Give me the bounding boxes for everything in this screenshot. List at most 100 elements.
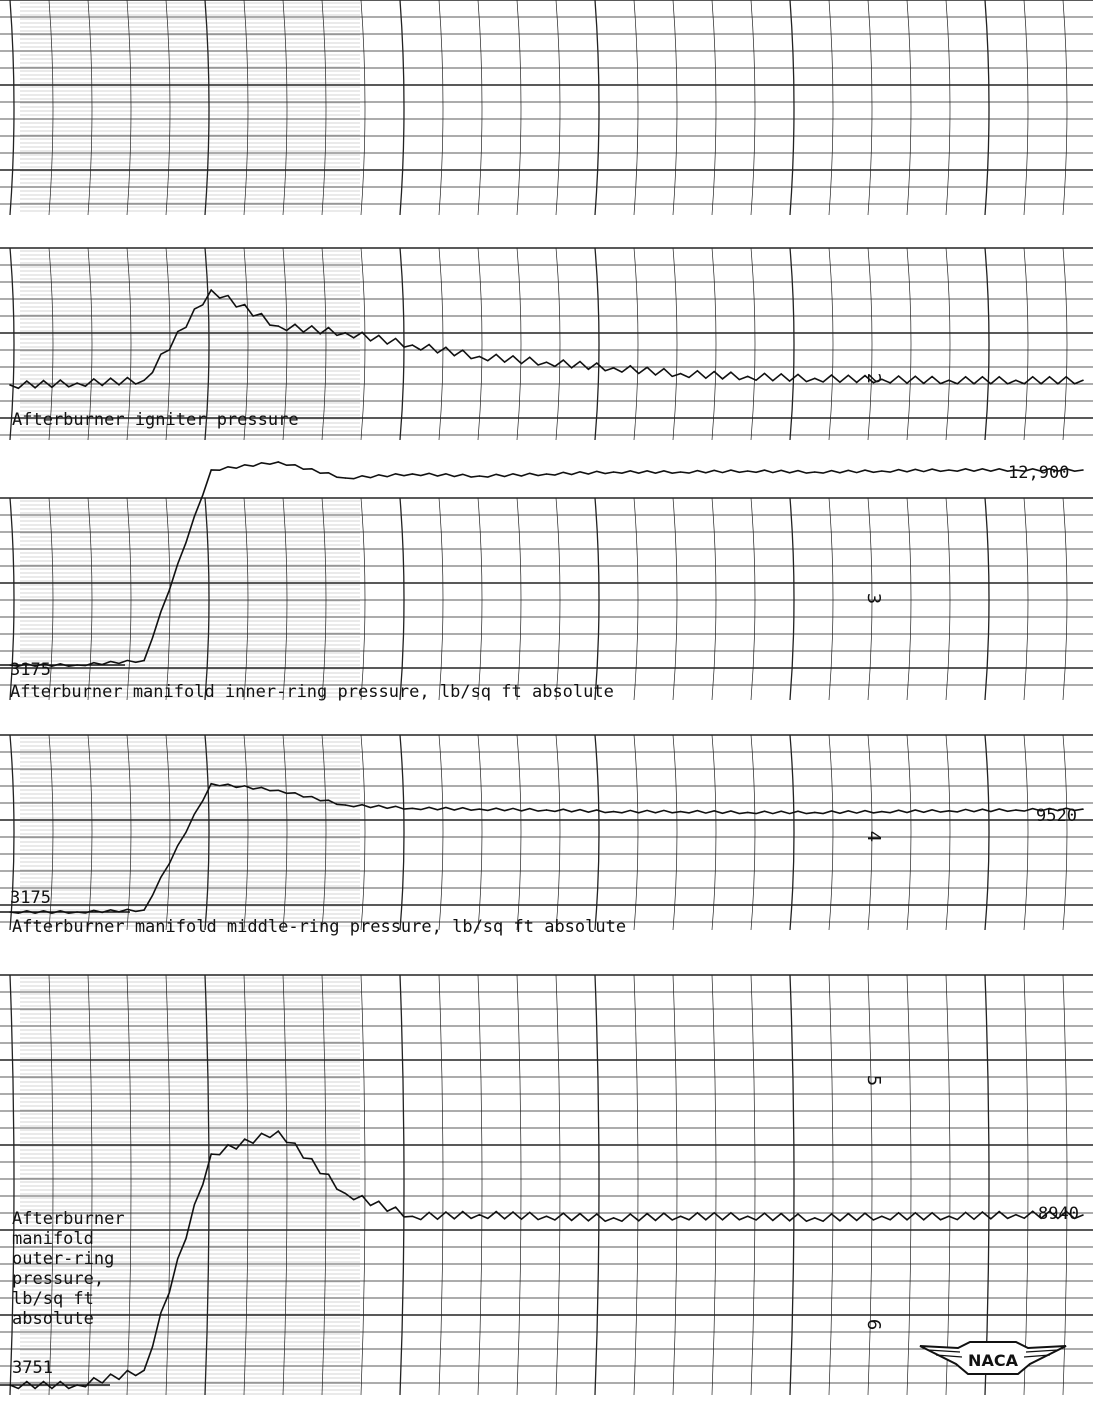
grid-line-time	[945, 0, 951, 216]
outer-ring-label-line-2: manifold	[12, 1229, 94, 1249]
channel-number-6: 6	[863, 1318, 885, 1331]
grid-line-time	[87, 734, 93, 931]
grid-line-time	[633, 497, 639, 701]
grid-line-time	[1023, 734, 1029, 931]
grid-line-time	[789, 497, 795, 701]
grid-line-time	[477, 0, 483, 216]
grid-line-time	[828, 497, 834, 701]
grid-line-time	[1062, 247, 1068, 441]
grid-line-time	[87, 497, 93, 701]
grid-line-time	[360, 247, 366, 441]
grid-line-time	[828, 247, 834, 441]
grid-line-time	[477, 247, 483, 441]
grid-line-time	[516, 734, 522, 931]
grid-line-time	[555, 247, 561, 441]
grid-line-time	[984, 497, 990, 701]
grid-line-time	[711, 974, 717, 1396]
grid-line-time	[516, 497, 522, 701]
grid-line-time	[750, 734, 756, 931]
grid-line-time	[1023, 497, 1029, 701]
grid-line-time	[672, 247, 678, 441]
grid-line-time	[750, 497, 756, 701]
grid-line-time	[867, 734, 873, 931]
grid-line-time	[672, 734, 678, 931]
grid-line-time	[243, 974, 249, 1396]
grid-line-time	[477, 497, 483, 701]
grid-line-time	[594, 0, 600, 216]
grid-line-time	[789, 247, 795, 441]
inner-ring-scale-top: 12,900	[1008, 463, 1070, 483]
outer-ring-scale-bottom: 3751	[12, 1358, 53, 1378]
inner-ring-trace	[9, 461, 1084, 668]
grid-line-time	[1062, 734, 1068, 931]
naca-logo-text: NACA	[968, 1351, 1019, 1370]
grid-line-time	[789, 974, 795, 1396]
channel-number-4: 4	[863, 830, 885, 843]
grid-line-time	[204, 0, 210, 216]
grid-line-time	[711, 247, 717, 441]
grid-line-time	[945, 734, 951, 931]
grid-line-time	[516, 247, 522, 441]
grid-line-time	[321, 974, 327, 1396]
grid-line-time	[204, 974, 210, 1396]
grid-line-time	[906, 734, 912, 931]
grid-line-time	[87, 0, 93, 216]
grid-line-time	[438, 734, 444, 931]
naca-logo: NACA	[919, 1341, 1067, 1375]
grid-line-time	[594, 974, 600, 1396]
grid-line-time	[48, 974, 54, 1396]
outer-ring-scale-top: 8940	[1038, 1204, 1079, 1224]
grid-line-time	[9, 497, 15, 701]
grid-line-time	[906, 247, 912, 441]
grid-line-time	[711, 734, 717, 931]
grid-line-time	[204, 734, 210, 931]
grid-line-time	[243, 734, 249, 931]
grid-line-time	[711, 497, 717, 701]
grid-line-time	[243, 497, 249, 701]
grid-line-time	[165, 0, 171, 216]
middle-ring-label: Afterburner manifold middle-ring pressur…	[12, 917, 627, 937]
inner-ring-label: Afterburner manifold inner-ring pressure…	[10, 682, 614, 702]
grid-line-time	[282, 0, 288, 216]
grid-line-time	[945, 497, 951, 701]
grid-line-time	[204, 497, 210, 701]
grid-line-time	[672, 497, 678, 701]
grid-line-time	[555, 0, 561, 216]
grid-line-time	[477, 734, 483, 931]
grid-line-time	[1062, 497, 1068, 701]
grid-line-time	[9, 974, 15, 1396]
outer-ring-label-line-4: pressure,	[12, 1269, 105, 1289]
outer-ring-label-line-5: lb/sq ft	[12, 1289, 94, 1309]
grid-line-time	[282, 734, 288, 931]
channel-number-5: 5	[863, 1074, 885, 1087]
outer-ring-label-line-3: outer-ring	[12, 1249, 115, 1269]
grid-line-time	[477, 974, 483, 1396]
grid-line-time	[555, 974, 561, 1396]
grid-line-time	[750, 0, 756, 216]
grid-line-time	[867, 247, 873, 441]
grid-line-time	[516, 974, 522, 1396]
grid-line-time	[321, 734, 327, 931]
grid-line-time	[87, 974, 93, 1396]
middle-ring-trace	[9, 782, 1084, 915]
grid-line-time	[165, 734, 171, 931]
grid-line-time	[165, 497, 171, 701]
grid-line-time	[48, 734, 54, 931]
grid-line-time	[321, 0, 327, 216]
grid-line-time	[360, 497, 366, 701]
grid-line-time	[633, 247, 639, 441]
grid-line-time	[9, 247, 15, 441]
grid-line-time	[984, 974, 990, 1396]
grid-line-time	[48, 0, 54, 216]
grid-line-time	[789, 734, 795, 931]
grid-line-time	[906, 974, 912, 1396]
grid-line-time	[984, 247, 990, 441]
grid-line-time	[126, 974, 132, 1396]
channel-number-3: 3	[863, 592, 885, 605]
grid-line-time	[1023, 974, 1029, 1396]
grid-line-time	[321, 247, 327, 441]
grid-line-time	[633, 0, 639, 216]
grid-line-time	[399, 974, 405, 1396]
